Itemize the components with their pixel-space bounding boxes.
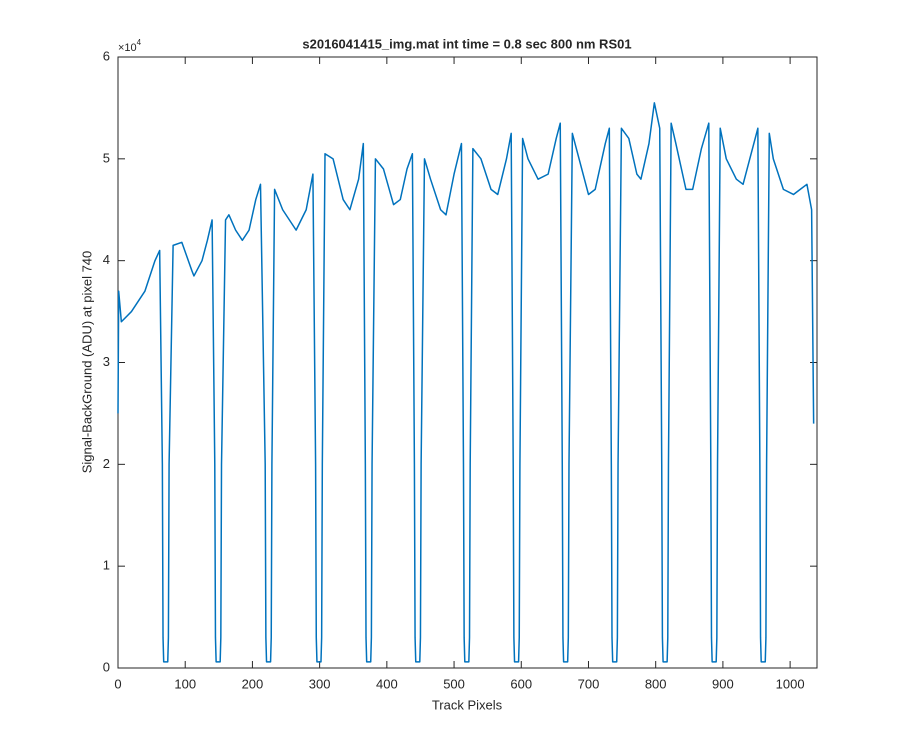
x-tick-label: 100 bbox=[174, 676, 196, 691]
x-tick-label: 900 bbox=[712, 676, 734, 691]
y-multiplier-base: ×10 bbox=[118, 42, 137, 54]
x-tick-label: 300 bbox=[309, 676, 331, 691]
x-tick-label: 400 bbox=[376, 676, 398, 691]
x-axis-label: Track Pixels bbox=[432, 697, 503, 712]
y-tick-label: 6 bbox=[103, 48, 110, 63]
y-tick-label: 5 bbox=[103, 150, 110, 165]
x-tick-label: 200 bbox=[242, 676, 264, 691]
y-multiplier: ×104 bbox=[118, 38, 142, 54]
x-tick-label: 0 bbox=[114, 676, 121, 691]
y-axis-label: Signal-BackGround (ADU) at pixel 740 bbox=[79, 251, 94, 474]
x-tick-label: 600 bbox=[510, 676, 532, 691]
y-multiplier-exponent: 4 bbox=[137, 38, 142, 47]
data-line bbox=[117, 102, 815, 663]
y-tick-label: 4 bbox=[103, 252, 110, 267]
x-tick-label: 500 bbox=[443, 676, 465, 691]
y-tick-label: 1 bbox=[103, 558, 110, 573]
x-tick-label: 800 bbox=[645, 676, 667, 691]
x-tick-label: 700 bbox=[578, 676, 600, 691]
y-tick-label: 2 bbox=[103, 456, 110, 471]
x-tick-label: 1000 bbox=[776, 676, 805, 691]
y-tick-label: 0 bbox=[103, 659, 110, 674]
y-tick-label: 3 bbox=[103, 354, 110, 369]
chart-title: s2016041415_img.mat int time = 0.8 sec 8… bbox=[302, 36, 631, 51]
